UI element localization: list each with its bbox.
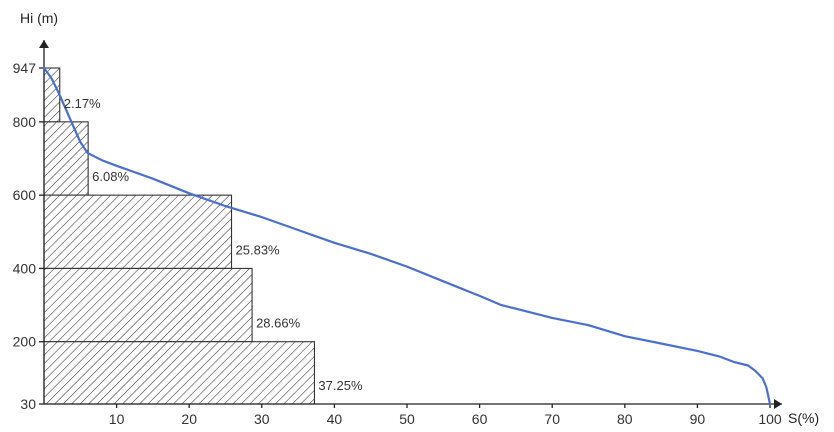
band-label: 37.25% [318,378,363,393]
axes-layer: 30 200 400 600 800 947 10 20 30 40 50 60 70 80 90 100 [13,40,782,427]
band-bar [43,341,315,405]
x-tick-label: 80 [617,411,633,427]
x-tick-label: 60 [472,411,488,427]
x-tick-label: 10 [109,411,125,427]
band-label: 28.66% [256,316,301,331]
band-bar [43,121,89,196]
x-axis-title: S(%) [788,410,819,426]
x-tick-label: 100 [758,411,782,427]
labels-layer: 2.17% 6.08% 25.83% 28.66% 37.25% [64,96,363,393]
y-tick-label: 947 [13,60,37,76]
x-tick-label: 40 [327,411,343,427]
band-label: 2.17% [64,96,101,111]
band-bar [43,67,61,123]
band-bar [43,267,253,343]
x-tick-label: 90 [690,411,706,427]
y-tick-label: 600 [13,187,37,203]
y-axis-arrow [39,40,49,48]
band-label: 25.83% [236,242,281,257]
x-axis-arrow [774,399,782,409]
x-tick-label: 70 [544,411,560,427]
y-axis-title: Hi (m) [20,10,58,26]
x-tick-label: 30 [254,411,270,427]
y-tick-label: 400 [13,260,37,276]
band-bar [43,194,233,269]
x-tick-label: 20 [181,411,197,427]
hypsometric-curve [42,66,772,406]
x-tick-label: 50 [399,411,415,427]
bars-layer [43,67,315,405]
y-tick-label: 30 [20,396,36,412]
curve-layer [42,66,772,406]
y-tick-label: 800 [13,114,37,130]
y-tick-label: 200 [13,334,37,350]
band-label: 6.08% [92,169,129,184]
